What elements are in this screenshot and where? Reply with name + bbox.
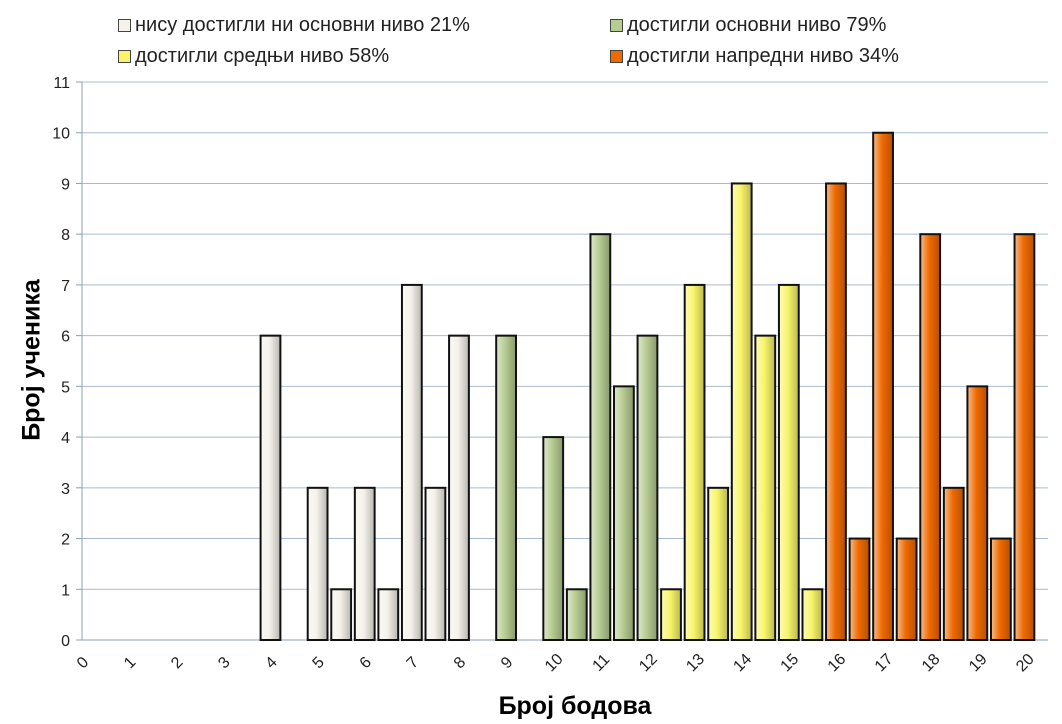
legend-item-advanced: достигли напредни ниво 34% bbox=[610, 45, 899, 68]
bar-series1-point4 bbox=[613, 385, 635, 642]
x-tick-label-5: 5 bbox=[310, 654, 328, 672]
legend-label-intermediate: достигли средњи ниво 58% bbox=[135, 45, 390, 67]
x-tick-label-2: 2 bbox=[168, 654, 186, 672]
bar-series2-point4 bbox=[754, 334, 777, 641]
x-tick-label-9: 9 bbox=[498, 654, 516, 672]
x-tick-label-14: 14 bbox=[730, 651, 755, 676]
x-tick-label-10: 10 bbox=[542, 651, 567, 676]
bar-series3-point6 bbox=[966, 385, 989, 642]
chart-legend: нису достигли ни основни ниво 21% достиг… bbox=[0, 0, 1062, 80]
legend-swatch-below-basic bbox=[118, 19, 131, 32]
legend-swatch-basic bbox=[610, 19, 623, 32]
x-tick-label-1: 1 bbox=[121, 654, 139, 672]
y-tick-label-2: 2 bbox=[61, 532, 70, 549]
bar-series3-point7 bbox=[989, 537, 1012, 642]
legend-item-below-basic: нису достигли ни основни ниво 21% bbox=[118, 14, 470, 37]
bar-series2-point6 bbox=[801, 588, 824, 641]
bar-series1-point1 bbox=[542, 436, 565, 641]
x-tick-label-13: 13 bbox=[683, 651, 708, 676]
y-tick-label-4: 4 bbox=[61, 430, 70, 447]
x-tick-label-8: 8 bbox=[451, 654, 469, 672]
y-tick-label-3: 3 bbox=[61, 481, 70, 498]
legend-label-below-basic: нису достигли ни основни ниво 21% bbox=[135, 14, 470, 36]
x-tick-label-11: 11 bbox=[590, 651, 614, 675]
x-tick-label-3: 3 bbox=[215, 654, 233, 672]
bar-series2-point0 bbox=[660, 588, 682, 641]
x-tick-label-20: 20 bbox=[1013, 651, 1038, 676]
bar-series2-point5 bbox=[777, 283, 800, 641]
y-tick-label-8: 8 bbox=[61, 227, 70, 244]
bar-series1-point2 bbox=[565, 588, 588, 641]
legend-label-advanced: достигли напредни ниво 34% bbox=[627, 45, 899, 67]
bar-series2-point3 bbox=[730, 182, 753, 641]
bar-series0-point6 bbox=[424, 486, 447, 641]
bar-series0-point3 bbox=[353, 486, 376, 641]
legend-item-intermediate: достигли средњи ниво 58% bbox=[118, 45, 389, 68]
x-tick-label-18: 18 bbox=[919, 651, 944, 676]
x-tick-label-0: 0 bbox=[74, 654, 92, 672]
x-axis-title: Број бодова bbox=[498, 692, 652, 720]
legend-swatch-intermediate bbox=[118, 50, 131, 63]
bar-series3-point5 bbox=[942, 486, 965, 641]
y-tick-label-1: 1 bbox=[61, 582, 70, 599]
bar-series3-point4 bbox=[919, 233, 942, 641]
y-tick-label-7: 7 bbox=[61, 278, 70, 295]
bar-series1-point3 bbox=[589, 233, 612, 641]
y-tick-label-9: 9 bbox=[61, 176, 70, 193]
y-tick-label-10: 10 bbox=[52, 126, 70, 143]
x-tick-label-6: 6 bbox=[357, 654, 375, 672]
bar-series3-point2 bbox=[872, 131, 894, 642]
y-tick-label-11: 11 bbox=[53, 75, 70, 92]
bar-series1-point5 bbox=[636, 334, 659, 641]
bar-series3-point1 bbox=[848, 537, 871, 642]
bar-series0-point4 bbox=[377, 588, 400, 641]
bar-series0-point2 bbox=[330, 588, 353, 641]
legend-swatch-advanced bbox=[610, 50, 623, 63]
x-tick-label-15: 15 bbox=[778, 651, 803, 676]
bar-series0-point5 bbox=[400, 283, 423, 641]
bar-series1-point0 bbox=[495, 334, 517, 641]
bar-series0-point7 bbox=[448, 334, 470, 641]
x-tick-label-19: 19 bbox=[966, 651, 991, 676]
x-tick-label-16: 16 bbox=[825, 651, 850, 676]
x-tick-label-7: 7 bbox=[404, 654, 422, 672]
bar-series2-point2 bbox=[707, 486, 730, 641]
y-tick-label-0: 0 bbox=[61, 633, 70, 650]
legend-label-basic: достигли основни ниво 79% bbox=[627, 14, 887, 36]
legend-item-basic: достигли основни ниво 79% bbox=[610, 14, 886, 37]
x-tick-label-12: 12 bbox=[636, 651, 661, 676]
bar-series0-point1 bbox=[306, 486, 329, 641]
y-tick-label-6: 6 bbox=[61, 329, 70, 346]
bar-series3-point0 bbox=[825, 182, 847, 641]
x-tick-label-4: 4 bbox=[262, 654, 280, 672]
bar-series0-point0 bbox=[259, 334, 282, 641]
y-axis-title: Број ученика bbox=[17, 279, 46, 441]
bar-series3-point8 bbox=[1013, 233, 1036, 641]
bar-series2-point1 bbox=[683, 283, 706, 641]
bar-series3-point3 bbox=[895, 537, 918, 642]
y-tick-label-5: 5 bbox=[61, 379, 70, 396]
x-tick-label-17: 17 bbox=[872, 651, 897, 676]
